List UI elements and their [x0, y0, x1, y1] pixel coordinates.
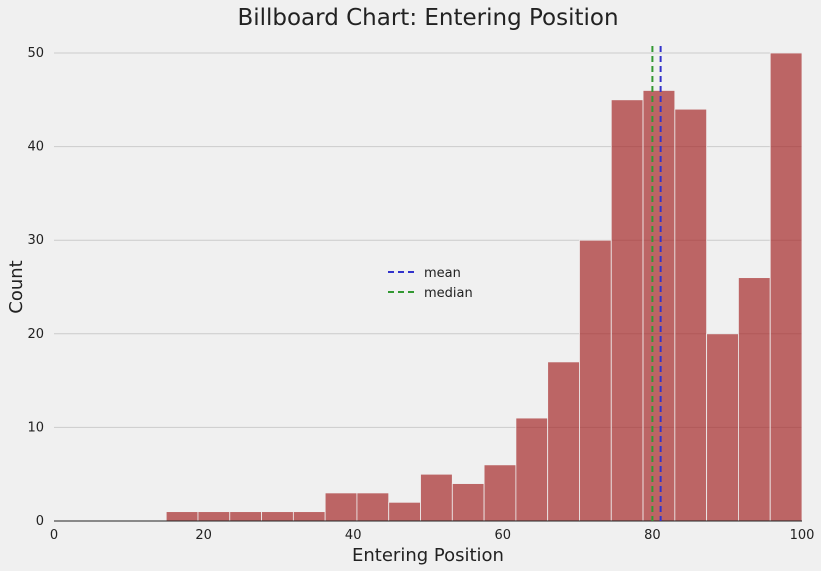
- histogram-bar-2: [229, 511, 262, 522]
- x-axis-label: Entering Position: [352, 545, 504, 566]
- histogram-bar-18: [738, 277, 771, 522]
- legend-label-mean: mean: [424, 266, 461, 281]
- legend: mean median: [388, 266, 473, 301]
- histogram-bar-11: [515, 417, 549, 522]
- histogram-bar-14: [610, 99, 644, 522]
- reference-lines: [651, 46, 662, 521]
- x-tick-80: 80: [644, 528, 661, 543]
- histogram-bar-10: [483, 464, 517, 522]
- histogram-bar-5: [324, 492, 358, 522]
- y-tick-labels: 0 10 20 30 40 50: [27, 46, 44, 529]
- x-tick-40: 40: [345, 528, 362, 543]
- legend-label-median: median: [424, 286, 473, 301]
- y-axis-label: Count: [6, 260, 27, 313]
- x-tick-labels: 0 20 40 60 80 100: [50, 528, 815, 543]
- x-tick-20: 20: [195, 528, 212, 543]
- x-tick-100: 100: [790, 528, 815, 543]
- x-tick-60: 60: [495, 528, 512, 543]
- histogram-bar-4: [292, 511, 326, 522]
- histogram-bar-19: [769, 52, 803, 522]
- histogram-bar-12: [547, 361, 580, 522]
- histogram-bar-0: [165, 511, 199, 522]
- x-tick-0: 0: [50, 528, 58, 543]
- histogram-bar-15: [642, 90, 676, 522]
- y-tick-0: 0: [36, 514, 44, 529]
- histogram-bar-8: [420, 473, 453, 522]
- chart-title: Billboard Chart: Entering Position: [237, 5, 618, 31]
- histogram-bar-17: [706, 333, 739, 522]
- histogram-bars: [165, 52, 803, 522]
- histogram-bar-6: [356, 492, 390, 522]
- histogram-bar-13: [579, 239, 612, 522]
- histogram-bar-3: [261, 511, 294, 522]
- y-tick-10: 10: [27, 420, 44, 435]
- histogram-bar-7: [388, 501, 421, 522]
- histogram-bar-1: [197, 511, 231, 522]
- y-tick-40: 40: [27, 140, 44, 155]
- y-tick-30: 30: [27, 233, 44, 248]
- histogram-bar-16: [674, 108, 708, 522]
- histogram-bar-9: [451, 483, 485, 522]
- y-tick-50: 50: [27, 46, 44, 61]
- y-tick-20: 20: [27, 327, 44, 342]
